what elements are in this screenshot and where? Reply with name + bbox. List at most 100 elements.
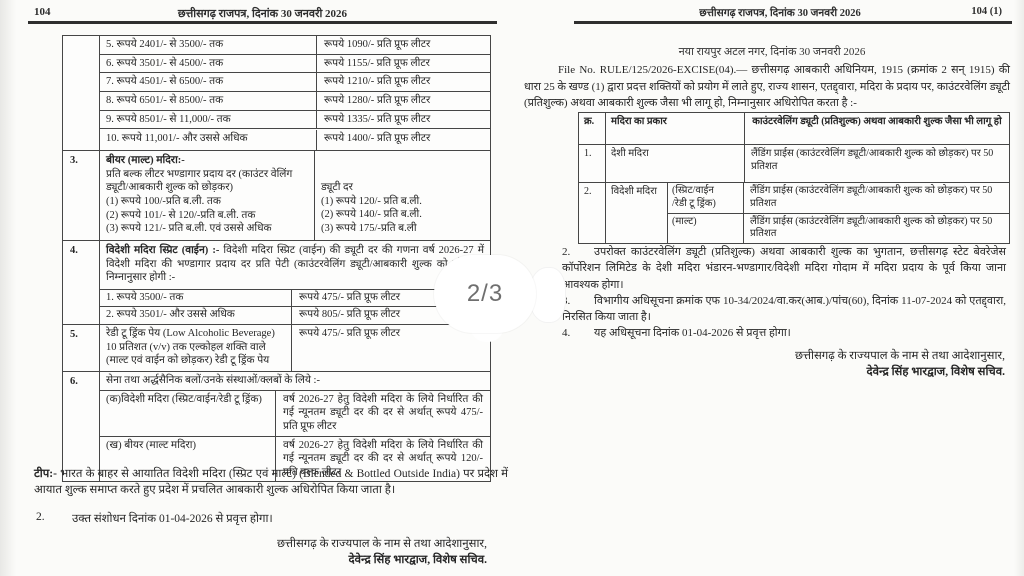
page-number-left: 104 [34, 6, 51, 18]
signature-block-left: छत्तीसगढ़ के राज्यपाल के नाम से तथा आदेश… [35, 537, 487, 568]
slab-rate: रूपये 1090/- प्रति प्रूफ लीटर [324, 39, 431, 50]
table-header-row: क्र. मदिरा का प्रकार काउंटरवेलिंग ड्यूटी… [579, 113, 1009, 145]
file-number-paragraph: File No. RULE/125/2026-EXCISE(04).— छत्त… [524, 64, 1010, 109]
slab-range: 2. रूपये 3501/- और उससे अधिक [100, 306, 292, 324]
serial-cell: 3. [63, 151, 100, 241]
serial-cell-empty [63, 36, 100, 151]
rate-row: 10. रूपये 11,001/- और उससे अधिक रूपये 14… [100, 129, 490, 151]
serial-cell: 4. [63, 241, 100, 324]
rate-row: 9. रूपये 8501/- से 11,000/- तक रूपये 133… [100, 110, 490, 130]
duty-rate-table: 5. रूपये 2401/- से 3500/- तक रूपये 1090/… [62, 35, 491, 483]
rate-row: 8. रूपये 6501/- से 8500/- तक रूपये 1280/… [100, 91, 490, 111]
table-section-beer: 3. बीयर (माल्ट) मदिरा:- प्रति बल्क लीटर भ… [63, 151, 490, 242]
army-row: (क)विदेशी मदिरा (स्प्रिट/वाईन/रेडी टू ड्… [100, 390, 490, 437]
slab-range: 6. रूपये 3501/- से 4500/- तक [100, 54, 317, 73]
sub-category: (स्प्रिट/वाईन /रेडी टू ड्रिंक) [668, 183, 744, 213]
rtd-rate: रूपये 475/- प्रति प्रूफ लीटर [299, 327, 401, 339]
dateline: नया रायपुर अटल नगर, दिनांक 30 जनवरी 2026 [678, 46, 866, 58]
header-rule-left [28, 21, 497, 24]
para-text: उपरोक्त काउंटरवेलिंग ड्यूटी (प्रतिशुल्क)… [562, 246, 1006, 291]
gazette-header-title-right: छत्तीसगढ़ राजपत्र, दिनांक 30 जनवरी 2026 [699, 8, 861, 19]
army-category: (ख) बीयर (माल्ट मदिरा) [100, 436, 276, 482]
beer-rate-lines: प्रति बल्क लीटर भण्डागार प्रदाय दर (काउं… [106, 168, 293, 235]
signature-authority: छत्तीसगढ़ के राज्यपाल के नाम से तथा आदेश… [277, 538, 487, 550]
paragraph-3: 3. विभागीय अधिसूचना क्रमांक एफ 10-34/2024… [562, 293, 1006, 326]
slab-rate: रूपये 1210/- प्रति प्रूफ लीटर [324, 76, 431, 88]
row-serial: 2. [579, 183, 606, 244]
rate-row: 1. रूपये 3500/- तक रूपये 475/- प्रति प्र… [100, 289, 490, 307]
duty-text: लैंडिंग प्राईस (काउंटरवेलिंग ड्यूटी/आबका… [750, 215, 993, 240]
slab-range: 8. रूपये 6501/- से 8500/- तक [100, 91, 317, 110]
army-duty-text: वर्ष 2026-27 हेतु विदेशी मदिरा के लिये न… [283, 439, 483, 478]
table-section-foreign-spirit: 4. विदेशी मदिरा स्प्रिट (वाईन) :- विदेशी… [63, 241, 490, 325]
para-number: 2. [562, 246, 571, 258]
paragraph-2: 2. उपरोक्त काउंटरवेलिंग ड्यूटी (प्रतिशुल्… [562, 244, 1006, 293]
sub-row-malt: (माल्ट) लैंडिंग प्राईस (काउंटरवेलिंग ड्य… [668, 213, 1009, 244]
slab-rate: रूपये 1280/- प्रति प्रूफ लीटर [324, 94, 431, 106]
para-text: विभागीय अधिसूचना क्रमांक एफ 10-34/2024/व… [562, 295, 1006, 324]
army-section-title: सेना तथा अर्द्धसैनिक बलों/उनके संस्थाओं/… [100, 372, 490, 391]
rate-row: 6. रूपये 3501/- से 4500/- तक रूपये 1155/… [100, 54, 490, 74]
duty-text: लैंडिंग प्राईस (काउंटरवेलिंग ड्यूटी/आबका… [751, 148, 994, 172]
signature-block-right: छत्तीसगढ़ के राज्यपाल के नाम से तथा आदेश… [567, 349, 1005, 380]
signature-name: देवेन्द्र सिंह भारद्वाज, विशेष सचिव. [866, 365, 1005, 378]
col-header-type: मदिरा का प्रकार [606, 113, 745, 144]
serial-cell: 5. [63, 324, 100, 371]
slab-range: 7. रूपये 4501/- से 6500/- तक [100, 73, 317, 91]
header-rule-right [574, 21, 1012, 24]
sub-row-spirit: (स्प्रिट/वाईन /रेडी टू ड्रिंक) लैंडिंग प… [668, 183, 1009, 214]
table-section-army: 6. सेना तथा अर्द्धसैनिक बलों/उनके संस्था… [63, 371, 490, 482]
sub-category: (माल्ट) [668, 213, 744, 244]
page-indicator-text: 2/3 [466, 280, 504, 307]
rate-row: 5. रूपये 2401/- से 3500/- तक रूपये 1090/… [100, 36, 490, 55]
foreign-spirit-slabs: 1. रूपये 3500/- तक रूपये 475/- प्रति प्र… [100, 288, 490, 324]
slab-rate: रूपये 1400/- प्रति प्रूफ लीटर [324, 133, 431, 145]
slab-rate: रूपये 1155/- प्रति प्रूफ लीटर [324, 57, 430, 69]
para-number: 4. [562, 327, 571, 339]
foreign-spirit-body: विदेशी मदिरा स्प्रिट (वाईन) की ड्यूटी दर… [106, 245, 484, 284]
slab-range: 10. रूपये 11,001/- और उससे अधिक [100, 130, 317, 151]
col-header-serial: क्र. [579, 113, 606, 144]
note-number: 2. [36, 511, 45, 523]
paragraph-4: 4. यह अधिसूचना दिनांक 01-04-2026 से प्रवृ… [562, 325, 1006, 341]
rtd-description: रेडी टू ड्रिंक पेय (Low Alcoholic Bevera… [100, 324, 292, 371]
serial-cell: 6. [63, 371, 100, 482]
table-section-rate-slabs: 5. रूपये 2401/- से 3500/- तक रूपये 1090/… [63, 36, 490, 152]
table-row-deshi: 1. देशी मदिरा लैंडिंग प्राईस (काउंटरवेलि… [579, 145, 1009, 183]
slab-range: 5. रूपये 2401/- से 3500/- तक [100, 36, 317, 54]
liquor-type: देशी मदिरा [606, 145, 745, 182]
slab-rate: रूपये 475/- प्रति प्रूफ लीटर [299, 291, 401, 303]
gazette-page-right: छत्तीसगढ़ राजपत्र, दिनांक 30 जनवरी 2026 … [512, 0, 1024, 576]
signature-authority: छत्तीसगढ़ के राज्यपाल के नाम से तथा आदेश… [795, 350, 1005, 362]
duty-text: लैंडिंग प्राईस (काउंटरवेलिंग ड्यूटी/आबका… [750, 185, 993, 209]
signature-name: देवेन्द्र सिंह भारद्वाज, विशेष सचिव. [348, 553, 487, 566]
rate-row: 7. रूपये 4501/- से 6500/- तक रूपये 1210/… [100, 73, 490, 92]
row-serial: 1. [579, 145, 606, 182]
page-indicator: 2/3 [434, 255, 536, 333]
foreign-spirit-intro: विदेशी मदिरा स्प्रिट (वाईन) :- विदेशी मद… [100, 241, 490, 289]
tip-text: भारत के बाहर से आयातित विदेशी मदिरा (स्प… [34, 468, 508, 497]
gazette-page-left: 104 छत्तीसगढ़ राजपत्र, दिनांक 30 जनवरी 2… [28, 6, 508, 568]
beer-supply-rates: बीयर (माल्ट) मदिरा:- प्रति बल्क लीटर भण्ड… [100, 151, 315, 241]
table-row-videshi: 2. विदेशी मदिरा (स्प्रिट/वाईन /रेडी टू ड… [579, 183, 1009, 244]
page-number-right: 104 (1) [971, 6, 1002, 17]
foreign-spirit-title: विदेशी मदिरा स्प्रिट (वाईन) :- [106, 245, 220, 257]
slab-rate: रूपये 1335/- प्रति प्रूफ लीटर [324, 113, 431, 125]
slab-range: 9. रूपये 8501/- से 11,000/- तक [100, 110, 317, 129]
note-2: 2. उक्त संशोधन दिनांक 01-04-2026 से प्रव… [36, 511, 506, 526]
slab-range: 1. रूपये 3500/- तक [100, 289, 292, 306]
countervailing-duty-table: क्र. मदिरा का प्रकार काउंटरवेलिंग ड्यूटी… [578, 112, 1010, 245]
para-number: 3. [562, 295, 571, 307]
slab-rate: रूपये 805/- प्रति प्रूफ लीटर [299, 308, 401, 320]
table-section-rtd: 5. रेडी टू ड्रिंक पेय (Low Alcoholic Bev… [63, 324, 490, 372]
gazette-header-title-left: छत्तीसगढ़ राजपत्र, दिनांक 30 जनवरी 2026 [177, 8, 348, 20]
rate-row: 2. रूपये 3501/- और उससे अधिक रूपये 805/-… [100, 306, 490, 324]
tip-label: टीप:- [34, 468, 57, 480]
beer-duty-rates: ड्यूटी दर (1) रूपये 120/- प्रति ब.ली. (2… [321, 182, 422, 235]
beer-section-title: बीयर (माल्ट) मदिरा:- [106, 155, 185, 167]
army-row: (ख) बीयर (माल्ट मदिरा) वर्ष 2026-27 हेतु… [100, 436, 490, 482]
army-category: (क)विदेशी मदिरा (स्प्रिट/वाईन/रेडी टू ड्… [100, 390, 276, 436]
footnote-tip: टीप:- भारत के बाहर से आयातित विदेशी मदिर… [34, 466, 508, 499]
army-duty-text: वर्ष 2026-27 हेतु विदेशी मदिरा के लिये न… [283, 393, 483, 432]
para-text: यह अधिसूचना दिनांक 01-04-2026 से प्रवृत्… [594, 327, 791, 339]
